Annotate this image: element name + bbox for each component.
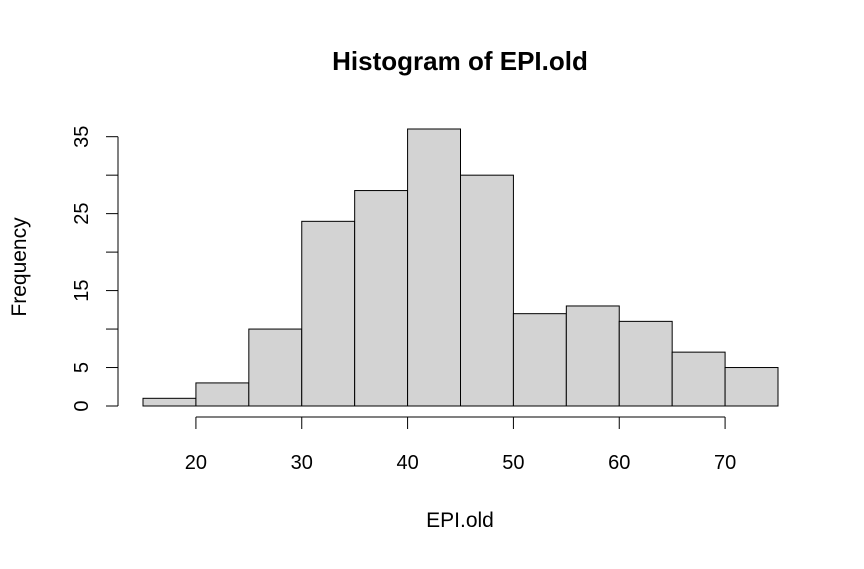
y-axis-label: Frequency	[8, 217, 31, 317]
histogram-bar	[671, 351, 726, 407]
histogram-bar	[460, 174, 514, 407]
y-axis: 0 5 15 25 35	[71, 126, 119, 412]
y-tick-label: 25	[71, 203, 93, 225]
x-tick-label: 50	[502, 452, 524, 474]
histogram-bar	[724, 367, 779, 407]
x-tick-label: 30	[291, 452, 313, 474]
x-axis: 20 30 40 50 60 70	[185, 416, 736, 474]
x-tick-label: 60	[608, 452, 630, 474]
histogram-bar	[301, 220, 356, 407]
y-tick-label: 0	[71, 400, 93, 411]
x-tick-label: 40	[396, 452, 418, 474]
y-tick-label: 15	[71, 279, 93, 301]
histogram-bar	[407, 128, 461, 407]
histogram-bar	[195, 382, 250, 407]
x-tick-label: 70	[714, 452, 736, 474]
chart-title: Histogram of EPI.old	[332, 46, 588, 76]
histogram-bar	[565, 305, 620, 407]
x-tick-label: 20	[185, 452, 207, 474]
x-axis-label: EPI.old	[426, 509, 494, 532]
histogram-bars	[142, 128, 779, 407]
y-tick-label: 5	[71, 362, 93, 373]
histogram-bar	[248, 328, 303, 407]
histogram-bar	[142, 397, 197, 407]
histogram-bar	[354, 190, 409, 407]
histogram-bar	[618, 320, 673, 407]
y-tick-label: 35	[71, 126, 93, 148]
histogram-bar	[512, 313, 567, 407]
